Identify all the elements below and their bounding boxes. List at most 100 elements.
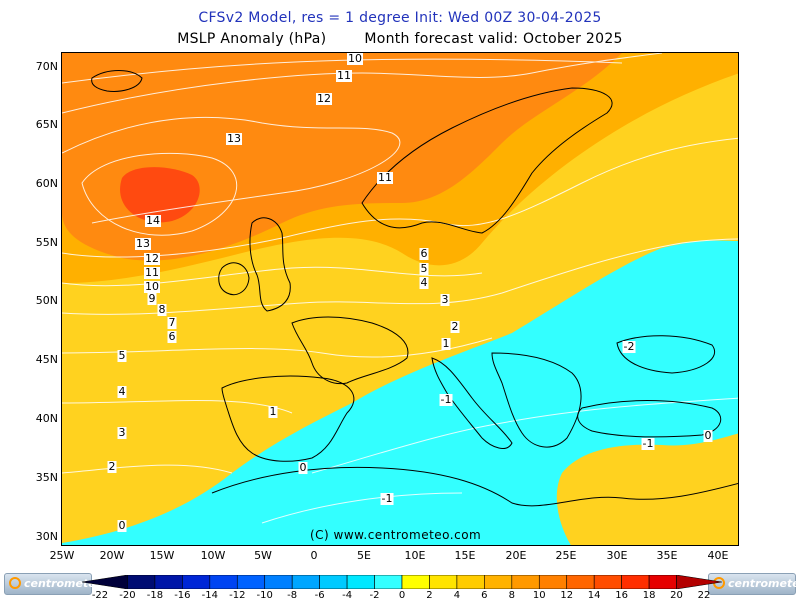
colorbar-tick-label: 10 <box>532 590 546 601</box>
colorbar-swatch <box>236 575 266 589</box>
contour-label: 13 <box>226 132 242 145</box>
colorbar-tick-label: 16 <box>615 590 628 601</box>
contour-label: -1 <box>439 393 453 406</box>
lon-label: 10W <box>200 549 226 562</box>
lon-label: 5E <box>357 549 371 562</box>
anomaly-fill-10to14 <box>62 53 622 261</box>
colorbar-tick-label: 0 <box>398 590 406 601</box>
colorbar-tick-label: 14 <box>587 590 601 601</box>
coastlines <box>91 70 738 507</box>
contour-label: 12 <box>144 252 160 265</box>
contour-label: 10 <box>144 280 160 293</box>
colorbar-tick-label: -2 <box>369 590 380 601</box>
colorbar-tick-label: -14 <box>201 590 218 601</box>
contour-label: 3 <box>440 293 450 306</box>
contour-label: 5 <box>117 349 127 362</box>
colorbar-tick-label: 6 <box>481 590 488 601</box>
lat-label: 55N <box>35 236 58 249</box>
colorbar-swatch <box>82 575 128 589</box>
colorbar-swatch <box>566 575 595 589</box>
colorbar-swatch <box>401 575 430 589</box>
colorbar-swatch <box>648 575 677 589</box>
copyright-text: (C) www.centrometeo.com <box>310 528 482 542</box>
contour-label: 11 <box>144 266 160 279</box>
title-valid-time: Month forecast valid: October 2025 <box>364 31 623 47</box>
lon-label: 20E <box>505 549 527 562</box>
lon-label: 30E <box>606 549 628 562</box>
lon-label: 35E <box>656 549 678 562</box>
coast-britain <box>249 217 291 312</box>
title-line-2: MSLP Anomaly (hPa) Month forecast valid: … <box>0 31 800 47</box>
contour-label: 4 <box>117 385 127 398</box>
colorbar-swatch <box>291 575 320 589</box>
title-line-1: CFSv2 Model, res = 1 degree Init: Wed 00… <box>198 10 602 26</box>
colorbar-tick-label: 2 <box>426 590 433 601</box>
map-svg <box>62 53 738 545</box>
lon-label: 15W <box>149 549 175 562</box>
coast-iberia <box>221 375 355 462</box>
contour-label: 0 <box>703 429 713 442</box>
coast-africa <box>211 466 738 507</box>
colorbar-swatch <box>593 575 622 589</box>
contour-label: 4 <box>419 276 429 289</box>
contour-label: 11 <box>336 69 352 82</box>
lat-label: 40N <box>35 412 58 425</box>
lat-label: 30N <box>35 530 58 543</box>
coast-ireland <box>218 262 250 296</box>
colorbar-swatch <box>538 575 568 589</box>
lon-label: 25E <box>555 549 577 562</box>
contour-label: 2 <box>450 320 460 333</box>
colorbar-tick-label: 20 <box>670 590 683 601</box>
contour-label: 3 <box>117 426 127 439</box>
contour-label: 5 <box>419 262 429 275</box>
coast-blacksea <box>616 335 715 374</box>
contour-label: 7 <box>167 316 177 329</box>
colorbar-tick-label: -10 <box>256 590 273 601</box>
contour-label: 10 <box>347 52 363 65</box>
contour-label: 0 <box>117 519 127 532</box>
colorbar-tick-label: -6 <box>314 590 325 601</box>
colorbar-swatch <box>182 575 211 589</box>
colorbar-swatch <box>429 575 458 589</box>
colorbar-tick-label: -12 <box>229 590 246 601</box>
logo-text: centrometeo <box>24 577 104 590</box>
coast-italy <box>431 357 513 449</box>
colorbar-tick-label: -22 <box>91 590 109 601</box>
colorbar-tick-label: 8 <box>508 590 515 601</box>
contour-label: 2 <box>107 460 117 473</box>
colorbar-tick-label: -4 <box>342 590 353 601</box>
lat-label: 50N <box>35 294 58 307</box>
contour-label: 11 <box>377 171 393 184</box>
anomaly-map <box>61 52 739 546</box>
contour-label: 14 <box>145 214 161 227</box>
contour-label: -2 <box>622 340 636 353</box>
lon-label: 5W <box>254 549 272 562</box>
lon-label: 15E <box>454 549 476 562</box>
colorbar-swatch <box>346 575 375 589</box>
colorbar-swatch <box>319 575 348 589</box>
lat-label: 65N <box>35 118 58 131</box>
colorbar-tick-label: -8 <box>287 590 298 601</box>
lat-label: 35N <box>35 471 58 484</box>
coast-iceland <box>91 70 143 92</box>
contour-label: 0 <box>298 461 308 474</box>
colorbar-swatch <box>676 575 722 589</box>
lon-label: 10E <box>404 549 426 562</box>
contour-label: -1 <box>380 492 394 505</box>
colorbar-tick-label: -18 <box>146 590 164 601</box>
colorbar-tick-label: -20 <box>119 590 136 601</box>
colorbar-tick-label: 18 <box>642 590 656 601</box>
contour-label: 8 <box>157 303 167 316</box>
centrometeo-logo-left: centrometeo <box>4 573 103 595</box>
colorbar-swatch <box>456 575 485 589</box>
colorbar-swatch <box>621 575 650 589</box>
title-variable: MSLP Anomaly (hPa) <box>177 31 327 47</box>
contour-label: 9 <box>147 292 157 305</box>
contour-label: 6 <box>419 247 429 260</box>
contour-label: 1 <box>441 337 451 350</box>
lat-label: 45N <box>35 353 58 366</box>
contour-label: 13 <box>135 237 151 250</box>
colorbar-tick-label: 12 <box>560 590 574 601</box>
colorbar-swatch <box>127 575 156 589</box>
lon-label: 20W <box>99 549 125 562</box>
